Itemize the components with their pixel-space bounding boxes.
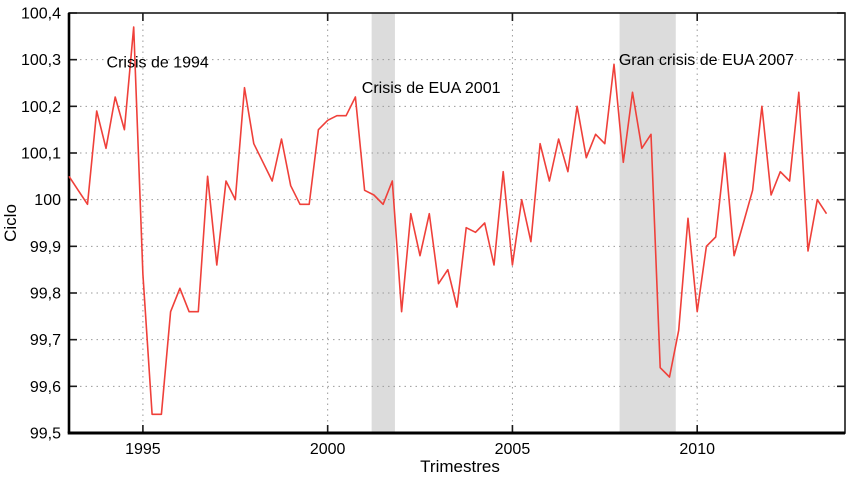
gridlines-layer <box>69 13 845 433</box>
x-tick-label: 2010 <box>679 441 715 458</box>
x-tick-label: 1995 <box>125 441 161 458</box>
y-tick-label: 99,9 <box>30 239 61 256</box>
x-axis-title: Trimestres <box>420 457 500 476</box>
x-tick-label: 2005 <box>495 441 531 458</box>
plot-border <box>68 12 846 434</box>
y-tick-label: 100,2 <box>21 99 61 116</box>
recession-2008-band <box>619 13 676 433</box>
crisis-annotation: Crisis de EUA 2001 <box>362 80 501 97</box>
y-axis-title: Ciclo <box>1 204 20 242</box>
x-tick-label: 2000 <box>310 441 346 458</box>
y-tick-label: 99,5 <box>30 426 61 443</box>
y-tick-label: 99,8 <box>30 286 61 303</box>
y-tick-label: 100 <box>34 192 61 209</box>
y-tick-label: 100,3 <box>21 52 61 69</box>
y-tick-label: 99,6 <box>30 379 61 396</box>
y-tick-label: 100,4 <box>21 6 61 23</box>
crisis-annotation: Crisis de 1994 <box>107 55 209 72</box>
recession-2001-band <box>371 13 395 433</box>
tick-labels-layer: 99,5 99,6 99,7 99,8 99,9 100 100,1 100,2 100,3 10… <box>21 6 715 459</box>
y-tick-label: 100,1 <box>21 146 61 163</box>
crisis-bands-layer <box>371 13 676 433</box>
annotations-layer: Crisis de 1994 Crisis de EUA 2001 Gran cri… <box>107 52 795 97</box>
y-tick-label: 99,7 <box>30 332 61 349</box>
series-ciclo <box>68 26 828 416</box>
axes-layer <box>67 12 846 435</box>
series-layer <box>68 26 828 416</box>
crisis-annotation: Gran crisis de EUA 2007 <box>619 52 794 69</box>
